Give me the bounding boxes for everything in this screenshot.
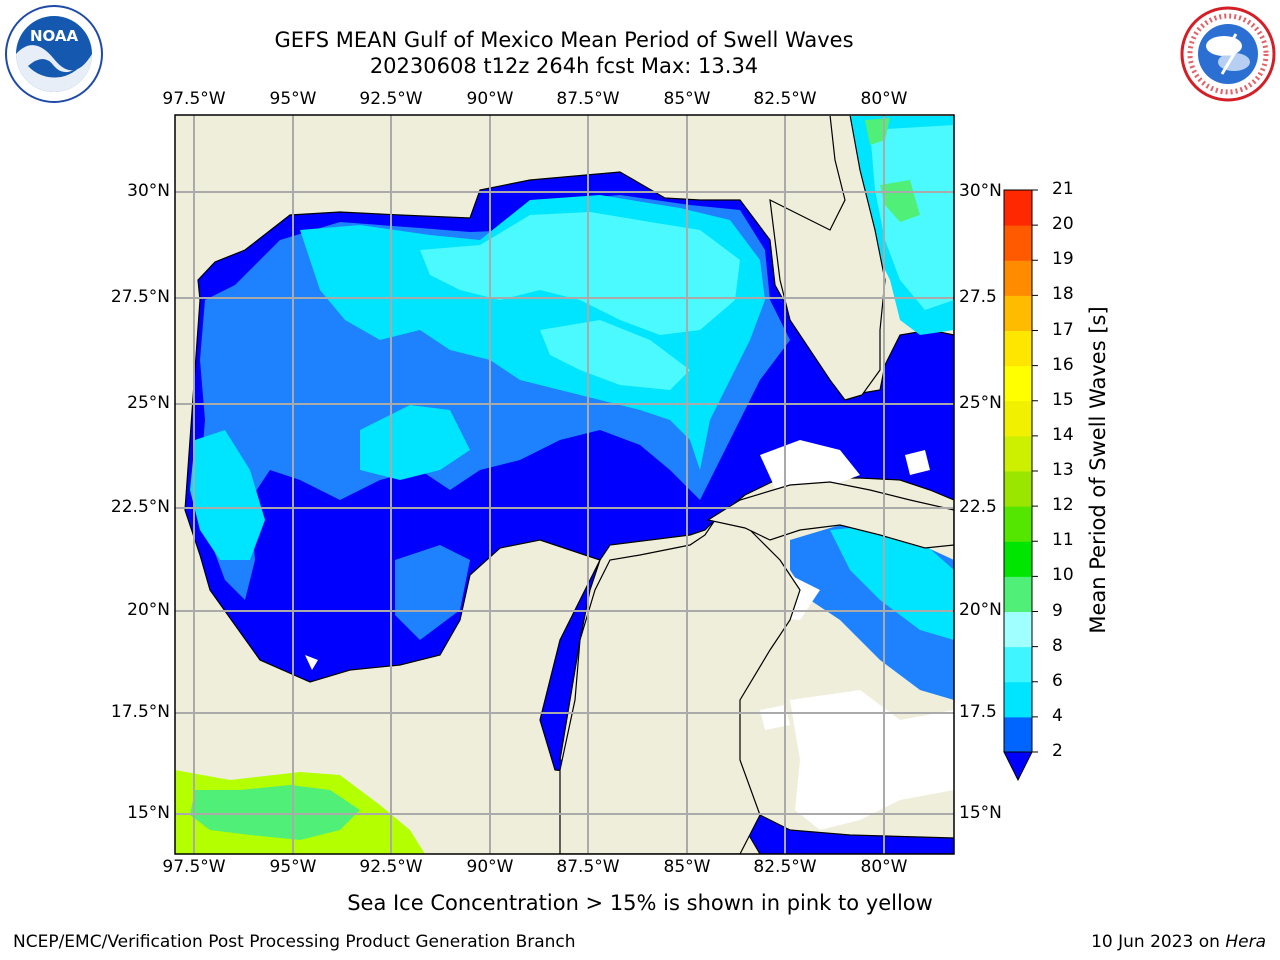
colorbar-segment — [1004, 225, 1032, 261]
lon-label: 82.5°W — [753, 89, 817, 109]
colorbar-segment — [1004, 190, 1032, 226]
noaa-logo: NOAA — [5, 5, 103, 103]
lat-label-right: 15°N — [959, 803, 1002, 823]
lat-label-right: 20°N — [959, 600, 1002, 620]
lat-label-right: 17.5 — [959, 702, 997, 722]
colorbar-tick-label: 15 — [1052, 389, 1074, 410]
lon-label: 87.5°W — [556, 89, 620, 109]
lon-label: 92.5°W — [359, 857, 423, 877]
map-area — [175, 115, 954, 854]
colorbar-segment — [1004, 576, 1032, 612]
colorbar-segment — [1004, 260, 1032, 296]
lon-label: 87.5°W — [556, 857, 620, 877]
colorbar-tick-label: 13 — [1052, 460, 1074, 480]
map-frame — [174, 114, 955, 855]
swell-cyan-west — [190, 430, 265, 560]
atlantic-green — [865, 118, 920, 222]
lon-label: 92.5°W — [359, 89, 423, 109]
colorbar-segment — [1004, 365, 1032, 402]
colorbar-tick-label: 12 — [1052, 495, 1074, 516]
colorbar-tick-label: 9 — [1052, 600, 1063, 621]
date-label: 10 Jun 2023 on — [1091, 932, 1226, 952]
colorbar-tick-label: 4 — [1052, 705, 1063, 726]
lat-label-left: 17.5°N — [110, 702, 170, 722]
map-subtitle: 20230608 t12z 264h fcst Max: 13.34 — [369, 54, 759, 78]
lon-label: 97.5°W — [162, 857, 226, 877]
colorbar-label: Mean Period of Swell Waves [s] — [1086, 306, 1110, 634]
colorbar-tick-label: 18 — [1052, 284, 1074, 305]
lat-label-right: 22.5 — [959, 497, 997, 517]
colorbar-tick-label: 14 — [1052, 424, 1074, 445]
colorbar-tick-label: 19 — [1052, 249, 1074, 270]
colorbar — [1003, 189, 1038, 782]
colorbar-segment — [1004, 471, 1032, 507]
lat-label-left: 25°N — [127, 393, 170, 413]
colorbar-segment — [1004, 400, 1032, 437]
graticule — [175, 115, 954, 854]
lat-label-left: 20°N — [127, 600, 170, 620]
lon-label: 85°W — [663, 857, 711, 877]
lon-label: 85°W — [663, 89, 711, 109]
lon-label: 80°W — [860, 89, 908, 109]
machine-name: Hera — [1225, 932, 1266, 952]
colorbar-tick-label: 11 — [1052, 530, 1074, 551]
date-text: 10 Jun 2023 on Hera — [1091, 932, 1266, 952]
credit-text: NCEP/EMC/Verification Post Processing Pr… — [13, 932, 576, 952]
colorbar-segment — [1004, 506, 1032, 542]
lon-label: 95°W — [269, 857, 317, 877]
land-masses — [175, 115, 954, 854]
colorbar-tick-label: 21 — [1052, 179, 1074, 199]
lat-label-left: 15°N — [127, 803, 170, 823]
colorbar-segment — [1004, 435, 1032, 472]
map-title: GEFS MEAN Gulf of Mexico Mean Period of … — [274, 28, 854, 52]
lon-label: 82.5°W — [753, 857, 817, 877]
colorbar-segment — [1004, 295, 1032, 331]
lon-label: 90°W — [466, 857, 514, 877]
colorbar-tick-label: 8 — [1052, 635, 1063, 656]
colorbar-segment — [1004, 681, 1032, 718]
lat-label-right: 30°N — [959, 181, 1002, 201]
colorbar-segment — [1004, 716, 1032, 753]
lat-label-left: 22.5°N — [110, 497, 170, 517]
pacific-green — [190, 785, 360, 840]
colorbar-segment — [1004, 611, 1032, 648]
lat-label-right: 25°N — [959, 393, 1002, 413]
swell-mid-blue-south — [395, 545, 470, 640]
lon-label: 95°W — [269, 89, 317, 109]
swell-light-cyan — [420, 212, 740, 335]
sea-ice-caption: Sea Ice Concentration > 15% is shown in … — [347, 891, 933, 915]
colorbar-segment — [1004, 646, 1032, 683]
colorbar-tick-label: 16 — [1052, 354, 1074, 375]
colorbar-tick-label: 17 — [1052, 319, 1074, 340]
colorbar-under-triangle — [1003, 751, 1033, 782]
colorbar-tick-label: 6 — [1052, 670, 1063, 691]
colorbar-tick-label: 2 — [1052, 741, 1063, 761]
swell-cyan-central — [360, 405, 470, 480]
colorbar-tick-label: 10 — [1052, 565, 1074, 586]
nws-logo — [1180, 6, 1276, 102]
lon-label: 80°W — [860, 857, 908, 877]
lat-label-left: 30°N — [127, 181, 170, 201]
colorbar-tick-label: 20 — [1052, 214, 1074, 235]
swell-light-cyan-2 — [540, 320, 690, 390]
noaa-logo-text: NOAA — [30, 27, 79, 45]
lat-label-left: 27.5°N — [110, 287, 170, 307]
colorbar-segment — [1004, 330, 1032, 367]
lon-label: 97.5°W — [162, 89, 226, 109]
lat-label-right: 27.5 — [959, 287, 997, 307]
colorbar-segment — [1004, 541, 1032, 577]
lon-label: 90°W — [466, 89, 514, 109]
